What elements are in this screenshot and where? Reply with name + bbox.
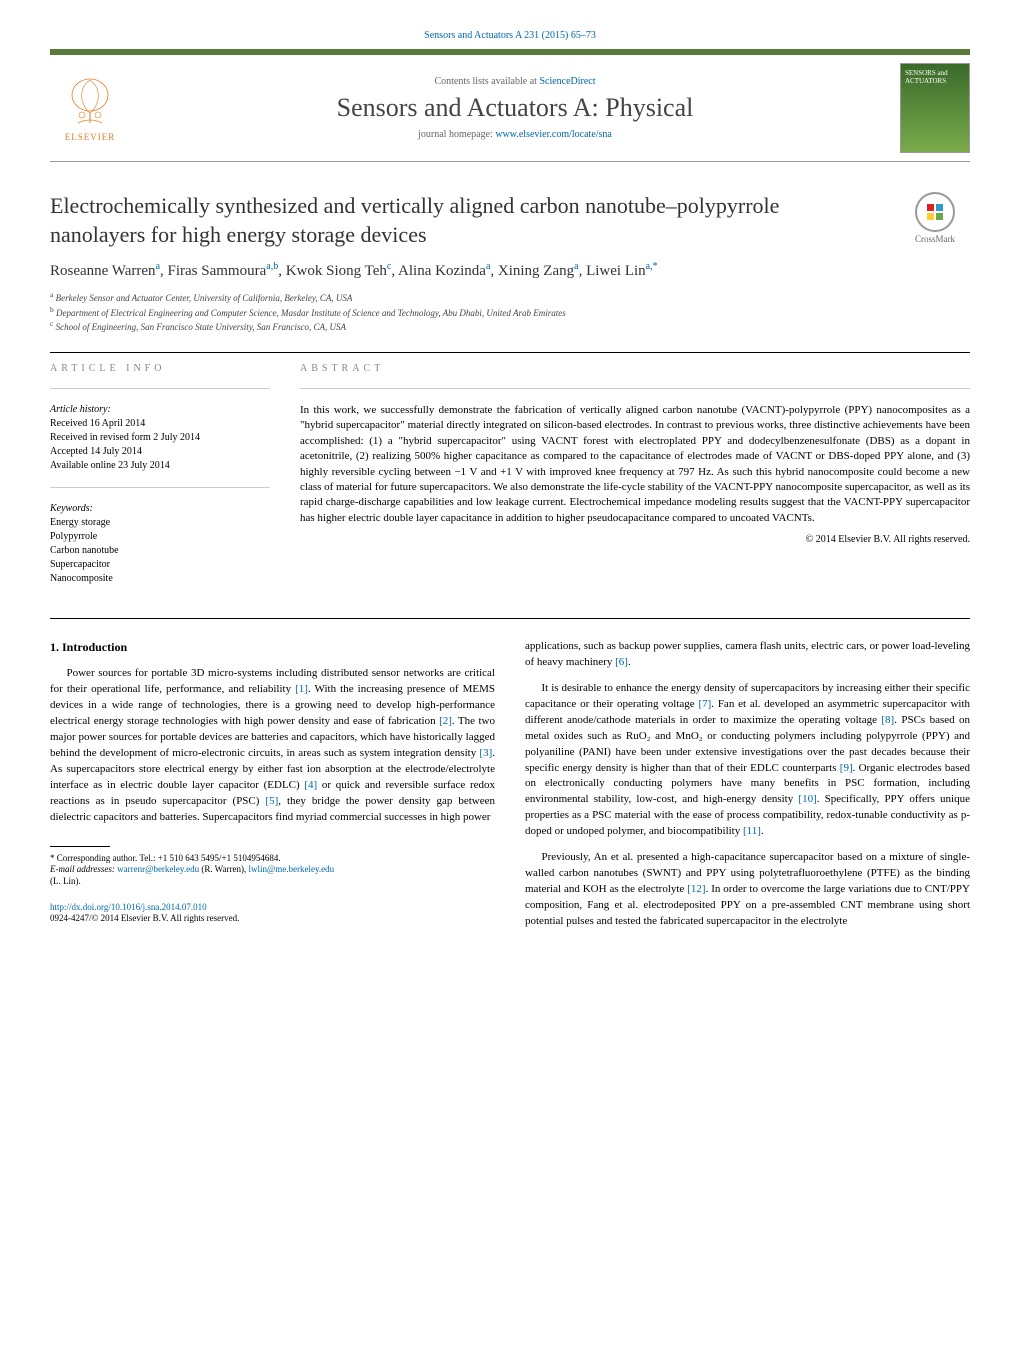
body-paragraph: It is desirable to enhance the energy de…: [525, 681, 970, 840]
title-block: Electrochemically synthesized and vertic…: [50, 192, 970, 249]
keyword: Supercapacitor: [50, 558, 270, 572]
contents-prefix: Contents lists available at: [434, 76, 539, 87]
accepted-date: Accepted 14 July 2014: [50, 445, 270, 459]
email-who-2: (L. Lin).: [50, 876, 495, 888]
footnote-rule: [50, 846, 110, 847]
email-link[interactable]: lwlin@me.berkeley.edu: [248, 864, 334, 874]
sciencedirect-link[interactable]: ScienceDirect: [539, 76, 595, 87]
elsevier-tree-icon: [60, 75, 120, 130]
keyword: Carbon nanotube: [50, 544, 270, 558]
online-date: Available online 23 July 2014: [50, 459, 270, 473]
header-bar: ELSEVIER Contents lists available at Sci…: [50, 49, 970, 162]
elsevier-logo: ELSEVIER: [50, 68, 130, 148]
keywords-divider: [50, 487, 270, 488]
received-date: Received 16 April 2014: [50, 417, 270, 431]
title-text: Electrochemically synthesized and vertic…: [50, 192, 830, 249]
divider-bottom: [50, 618, 970, 619]
keywords-block: Keywords: Energy storage Polypyrrole Car…: [50, 502, 270, 586]
journal-cover-text: SENSORS and ACTUATORS: [905, 70, 965, 85]
homepage-line: journal homepage: www.elsevier.com/locat…: [130, 129, 900, 140]
affiliation-c: c School of Engineering, San Francisco S…: [50, 319, 970, 334]
footnotes: * Corresponding author. Tel.: +1 510 643…: [50, 853, 495, 888]
revised-date: Received in revised form 2 July 2014: [50, 431, 270, 445]
header-center: Contents lists available at ScienceDirec…: [130, 76, 900, 140]
article-title: Electrochemically synthesized and vertic…: [50, 192, 830, 249]
journal-reference: Sensors and Actuators A 231 (2015) 65–73: [50, 30, 970, 41]
email-link[interactable]: warrenr@berkeley.edu: [117, 864, 199, 874]
elsevier-text: ELSEVIER: [65, 132, 116, 142]
email-label: E-mail addresses:: [50, 864, 117, 874]
article-info-column: ARTICLE INFO Article history: Received 1…: [50, 363, 270, 600]
doi-block: http://dx.doi.org/10.1016/j.sna.2014.07.…: [50, 902, 495, 925]
body-paragraph: Power sources for portable 3D micro-syst…: [50, 666, 495, 825]
right-column: applications, such as backup power suppl…: [525, 639, 970, 940]
info-divider: [50, 388, 270, 389]
body-paragraph: Previously, An et al. presented a high-c…: [525, 850, 970, 930]
article-history: Article history: Received 16 April 2014 …: [50, 403, 270, 473]
keyword: Energy storage: [50, 516, 270, 530]
keyword: Polypyrrole: [50, 530, 270, 544]
doi-link[interactable]: http://dx.doi.org/10.1016/j.sna.2014.07.…: [50, 902, 207, 912]
body-columns: 1. Introduction Power sources for portab…: [50, 639, 970, 940]
crossmark-label: CrossMark: [915, 234, 955, 244]
author-list: Roseanne Warrena, Firas Sammouraa,b, Kwo…: [50, 261, 970, 280]
email-addresses: E-mail addresses: warrenr@berkeley.edu (…: [50, 864, 495, 876]
page-root: Sensors and Actuators A 231 (2015) 65–73…: [0, 0, 1020, 970]
body-paragraph: applications, such as backup power suppl…: [525, 639, 970, 671]
section-heading: 1. Introduction: [50, 639, 495, 656]
keywords-label: Keywords:: [50, 502, 270, 516]
meta-abstract-row: ARTICLE INFO Article history: Received 1…: [50, 363, 970, 600]
email-who: (R. Warren),: [199, 864, 248, 874]
affiliations: a Berkeley Sensor and Actuator Center, U…: [50, 290, 970, 334]
affiliation-b: b Department of Electrical Engineering a…: [50, 305, 970, 320]
history-label: Article history:: [50, 403, 270, 417]
abstract-text: In this work, we successfully demonstrat…: [300, 403, 970, 526]
left-column: 1. Introduction Power sources for portab…: [50, 639, 495, 940]
journal-name: Sensors and Actuators A: Physical: [130, 93, 900, 123]
abstract-copyright: © 2014 Elsevier B.V. All rights reserved…: [300, 534, 970, 545]
issn-copyright: 0924-4247/© 2014 Elsevier B.V. All right…: [50, 913, 495, 925]
contents-available-line: Contents lists available at ScienceDirec…: [130, 76, 900, 87]
crossmark-badge[interactable]: CrossMark: [900, 192, 970, 244]
abstract-divider: [300, 388, 970, 389]
abstract-label: ABSTRACT: [300, 363, 970, 374]
crossmark-icon: [915, 192, 955, 232]
corresponding-author: * Corresponding author. Tel.: +1 510 643…: [50, 853, 495, 865]
article-info-label: ARTICLE INFO: [50, 363, 270, 374]
journal-cover-thumbnail: SENSORS and ACTUATORS: [900, 63, 970, 153]
affiliation-a: a Berkeley Sensor and Actuator Center, U…: [50, 290, 970, 305]
keyword: Nanocomposite: [50, 572, 270, 586]
homepage-link[interactable]: www.elsevier.com/locate/sna: [495, 129, 612, 140]
homepage-prefix: journal homepage:: [418, 129, 495, 140]
divider-top: [50, 352, 970, 353]
abstract-column: ABSTRACT In this work, we successfully d…: [300, 363, 970, 600]
